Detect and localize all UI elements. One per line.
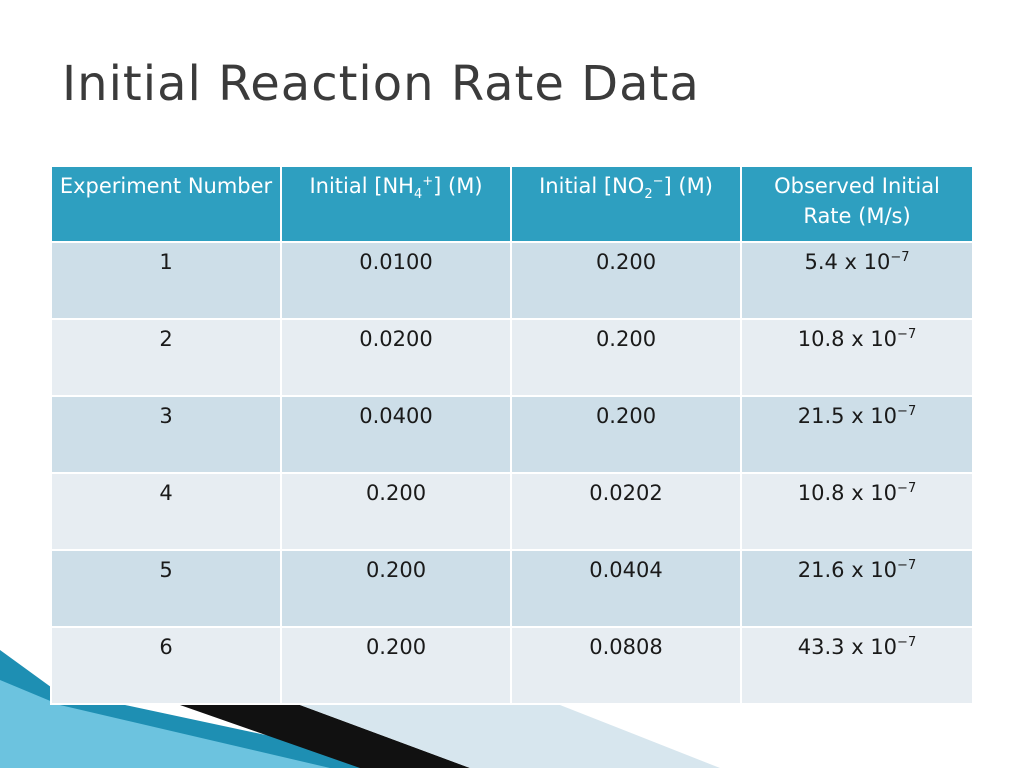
cell-nh4: 0.200 (280, 549, 512, 628)
table-row: 2 0.0200 0.200 10.8 x 10−7 (50, 318, 974, 397)
table-row: 4 0.200 0.0202 10.8 x 10−7 (50, 472, 974, 551)
cell-nh4: 0.200 (280, 472, 512, 551)
cell-rate: 10.8 x 10−7 (740, 472, 974, 551)
cell-rate: 21.6 x 10−7 (740, 549, 974, 628)
cell-experiment: 6 (50, 626, 282, 705)
cell-experiment: 3 (50, 395, 282, 474)
table-row: 1 0.0100 0.200 5.4 x 10−7 (50, 241, 974, 320)
cell-nh4: 0.200 (280, 626, 512, 705)
cell-nh4: 0.0200 (280, 318, 512, 397)
decor-stripe-black (180, 705, 470, 768)
header-initial-nh4: Initial [NH4+] (M) (280, 165, 512, 243)
header-experiment: Experiment Number (50, 165, 282, 243)
cell-no2: 0.200 (510, 395, 742, 474)
cell-rate: 43.3 x 10−7 (740, 626, 974, 705)
cell-experiment: 2 (50, 318, 282, 397)
header-initial-no2: Initial [NO2−] (M) (510, 165, 742, 243)
table-row: 6 0.200 0.0808 43.3 x 10−7 (50, 626, 974, 705)
header-observed-rate: Observed Initial Rate (M/s) (740, 165, 974, 243)
cell-rate: 10.8 x 10−7 (740, 318, 974, 397)
cell-no2: 0.200 (510, 318, 742, 397)
cell-no2: 0.0202 (510, 472, 742, 551)
cell-experiment: 4 (50, 472, 282, 551)
cell-no2: 0.200 (510, 241, 742, 320)
cell-rate: 5.4 x 10−7 (740, 241, 974, 320)
cell-experiment: 5 (50, 549, 282, 628)
decor-stripe-pale (300, 705, 720, 768)
page-title: Initial Reaction Rate Data (62, 56, 700, 112)
cell-rate: 21.5 x 10−7 (740, 395, 974, 474)
cell-experiment: 1 (50, 241, 282, 320)
table-row: 3 0.0400 0.200 21.5 x 10−7 (50, 395, 974, 474)
rate-data-table: Experiment Number Initial [NH4+] (M) Ini… (50, 165, 974, 705)
cell-nh4: 0.0100 (280, 241, 512, 320)
table-row: 5 0.200 0.0404 21.6 x 10−7 (50, 549, 974, 628)
cell-nh4: 0.0400 (280, 395, 512, 474)
cell-no2: 0.0808 (510, 626, 742, 705)
cell-no2: 0.0404 (510, 549, 742, 628)
table-header-row: Experiment Number Initial [NH4+] (M) Ini… (50, 165, 974, 243)
